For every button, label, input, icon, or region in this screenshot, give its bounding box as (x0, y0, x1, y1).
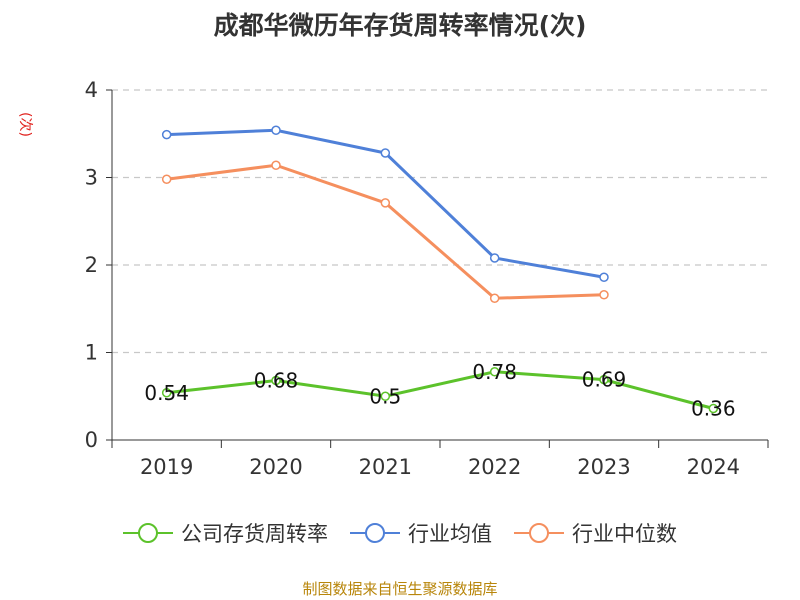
data-labels: 0.54 0.68 0.5 0.78 0.69 0.36 (144, 360, 735, 421)
data-label-0-3: 0.78 (472, 360, 517, 384)
series-lines (161, 125, 719, 414)
chart-title: 成都华微历年存货周转率情况(次) (213, 11, 587, 40)
series-0-point-2 (380, 391, 391, 401)
grid-lines (112, 89, 768, 354)
series-2-point-4 (599, 290, 609, 300)
series-2-point-1 (271, 160, 281, 170)
y-tick-label-2: 2 (85, 253, 98, 277)
x-tick-label-5: 2024 (687, 455, 740, 479)
legend-swatch-median-icon (514, 523, 564, 543)
x-tick-label-3: 2022 (468, 455, 521, 479)
legend-label-industry-median: 行业中位数 (572, 522, 677, 546)
legend-item-industry-median[interactable]: 行业中位数 (514, 518, 677, 548)
legend-item-company[interactable]: 公司存货周转率 (123, 518, 328, 548)
series-0-point-0 (161, 388, 172, 398)
series-1-point-3 (489, 253, 500, 263)
series-0-point-4 (599, 374, 609, 385)
data-label-0-0: 0.54 (144, 381, 189, 405)
legend: 公司存货周转率 行业均值 行业中位数 (0, 518, 800, 548)
y-tick-label-0: 0 (85, 428, 98, 452)
x-tick-label-4: 2023 (577, 455, 630, 479)
data-source: 制图数据来自恒生聚源数据库 (302, 580, 498, 598)
series-2-point-0 (161, 174, 172, 184)
legend-swatch-company-icon (123, 523, 173, 543)
series-1-point-2 (380, 148, 391, 158)
series-2-point-2 (380, 198, 391, 208)
series-0-point-5 (708, 403, 719, 414)
legend-swatch-mean-icon (350, 523, 400, 543)
data-label-0-1: 0.68 (254, 369, 299, 393)
data-label-0-4: 0.69 (582, 368, 627, 392)
series-0-point-1 (271, 375, 281, 386)
series-1-point-4 (599, 272, 609, 282)
y-tick-label-4: 4 (85, 78, 98, 102)
series-line-0 (166, 370, 714, 410)
x-tick-label-1: 2020 (249, 455, 302, 479)
legend-item-industry-mean[interactable]: 行业均值 (350, 518, 492, 548)
axes: 0 1 2 3 4 2019 2020 2021 2022 2023 2024 (85, 78, 769, 479)
data-label-0-2: 0.5 (369, 384, 401, 408)
series-line-2 (166, 163, 605, 300)
series-1-point-0 (161, 129, 172, 140)
y-tick-label-1: 1 (85, 341, 98, 365)
y-tick-label-3: 3 (85, 166, 98, 190)
data-label-0-5: 0.36 (691, 397, 736, 421)
series-1-point-1 (271, 125, 281, 135)
legend-label-company: 公司存货周转率 (181, 522, 328, 546)
x-tick-label-0: 2019 (140, 455, 193, 479)
x-tick-label-2: 2021 (359, 455, 412, 479)
series-2-point-3 (489, 293, 500, 303)
series-0-point-3 (489, 367, 500, 377)
legend-label-industry-mean: 行业均值 (408, 522, 492, 546)
